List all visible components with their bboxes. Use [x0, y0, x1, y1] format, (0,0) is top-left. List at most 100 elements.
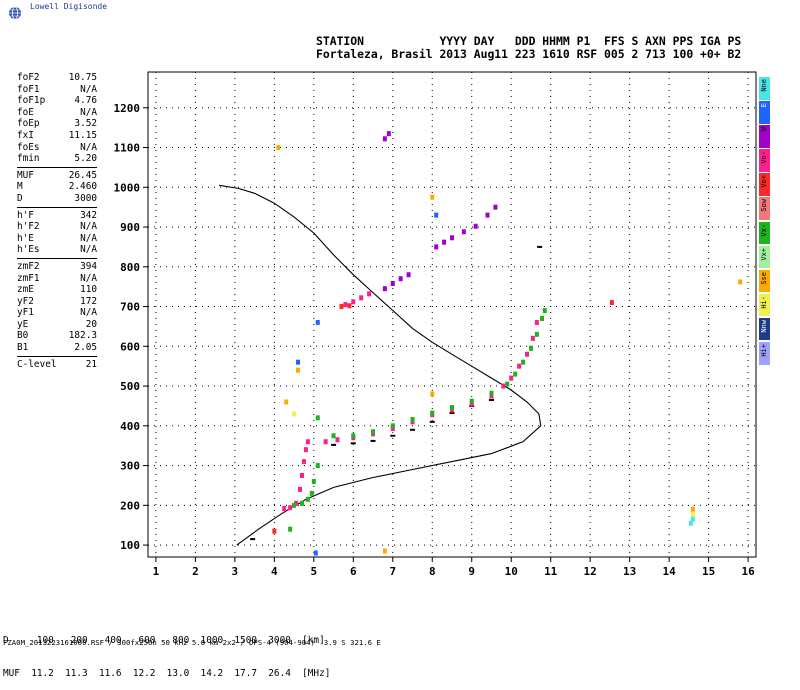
x-tick-label: 7 — [389, 565, 396, 578]
param-name: foF1p — [17, 95, 46, 107]
echo-point — [309, 490, 314, 496]
legend-item: Sow — [759, 197, 770, 220]
param-row: zmE 110 — [17, 284, 97, 296]
echo-point — [688, 520, 693, 526]
echo-point — [473, 223, 478, 229]
header-labels: STATION YYYY DAY DDD HHMM P1 FFS S AXN P… — [316, 34, 742, 48]
echo-point — [299, 500, 304, 506]
legend-item: Vo+ — [759, 173, 770, 196]
params-separator — [17, 257, 97, 259]
y-tick-label: 1100 — [114, 142, 141, 155]
echo-point — [390, 423, 395, 429]
param-name: zmE — [17, 284, 34, 296]
param-value: N/A — [80, 141, 97, 153]
param-name: foF1 — [17, 83, 40, 95]
legend-item: Hi+ — [759, 342, 770, 365]
plot-frame — [147, 71, 757, 558]
param-value: N/A — [80, 221, 97, 233]
param-name: foEs — [17, 141, 40, 153]
echo-point — [305, 496, 310, 502]
echo-point — [509, 375, 514, 381]
param-row: h'F 342 — [17, 210, 97, 222]
echo-point — [288, 505, 293, 511]
y-tick-label: 300 — [120, 460, 140, 473]
param-name: zmF2 — [17, 260, 40, 272]
legend-label: Nnw — [760, 319, 768, 333]
echo-point — [331, 443, 337, 446]
legend-item: Nnw — [759, 317, 770, 341]
echo-point — [299, 473, 304, 479]
param-value: 394 — [80, 260, 97, 272]
echo-point — [450, 235, 454, 241]
x-tick-label: 3 — [232, 565, 239, 578]
param-row: zmF2 394 — [17, 261, 97, 273]
param-value: 3.52 — [74, 118, 97, 130]
param-value: 11.15 — [68, 129, 97, 141]
param-name: B0 — [17, 330, 29, 342]
param-name: h'F — [17, 209, 34, 221]
echo-point — [298, 486, 302, 492]
param-value: N/A — [80, 272, 97, 284]
param-row: yF1 N/A — [17, 307, 97, 319]
param-name: D — [17, 192, 23, 204]
legend-item: Vx- — [759, 221, 770, 245]
echo-point — [343, 302, 348, 308]
echo-point — [250, 538, 256, 541]
echo-point — [292, 502, 297, 508]
param-value: 20 — [85, 318, 97, 330]
legend-item: Hi- — [759, 293, 770, 317]
param-name: yF1 — [17, 307, 34, 319]
muf-table-distance-row: D 100 200 400 600 800 1000 1500 3000 [km… — [3, 635, 325, 646]
echo-point — [296, 359, 301, 365]
echo-point — [690, 511, 695, 517]
echo-point — [272, 528, 277, 534]
echo-point — [284, 399, 289, 405]
echo-point — [386, 131, 391, 137]
y-tick-label: 1200 — [114, 102, 141, 115]
param-value: 5.20 — [74, 153, 97, 165]
param-value: 342 — [80, 209, 97, 221]
param-name: C-level — [17, 358, 57, 370]
echo-point — [315, 319, 320, 325]
echo-point — [488, 398, 494, 401]
echo-point — [301, 459, 306, 465]
echo-point — [609, 300, 614, 306]
param-row: h'Es N/A — [17, 244, 97, 256]
echo-point — [690, 506, 695, 512]
y-tick-label: 200 — [120, 499, 140, 512]
param-row: h'E N/A — [17, 233, 97, 245]
legend-label: Sse — [760, 271, 768, 285]
muf-table-muf-row: MUF 11.2 11.3 11.6 12.2 13.0 14.2 17.7 2… — [3, 668, 331, 679]
x-tick-label: 14 — [663, 565, 677, 578]
legend-item: W — [759, 125, 770, 148]
x-tick-label: 13 — [623, 565, 636, 578]
x-tick-label: 4 — [271, 565, 278, 578]
echo-point — [282, 506, 287, 511]
param-row: B1 2.05 — [17, 342, 97, 354]
echo-point — [513, 371, 518, 377]
param-name: h'E — [17, 232, 34, 244]
param-row: foEs N/A — [17, 142, 97, 154]
echo-point — [359, 295, 364, 301]
echo-point — [410, 428, 416, 431]
echo-point — [382, 548, 387, 554]
param-name: h'F2 — [17, 221, 40, 233]
param-name: M — [17, 181, 23, 193]
x-tick-label: 16 — [741, 565, 755, 578]
echo-point — [390, 280, 395, 286]
x-tick-label: 15 — [702, 565, 715, 578]
legend-label: E — [760, 103, 768, 108]
legend-label: Vx- — [760, 223, 768, 237]
param-value: 26.45 — [68, 169, 97, 181]
param-value: N/A — [80, 106, 97, 118]
x-tick-label: 1 — [153, 565, 160, 578]
param-value: 110 — [80, 284, 97, 296]
param-row: foF1 N/A — [17, 84, 97, 96]
muf-table: D 100 200 400 600 800 1000 1500 3000 [km… — [3, 613, 330, 690]
legend-item: Vo- — [759, 149, 770, 172]
param-row: MUF 26.45 — [17, 170, 97, 182]
echo-point — [303, 447, 308, 453]
param-name: yE — [17, 318, 29, 330]
echo-point — [537, 245, 543, 248]
legend-label: Nne — [760, 79, 768, 92]
